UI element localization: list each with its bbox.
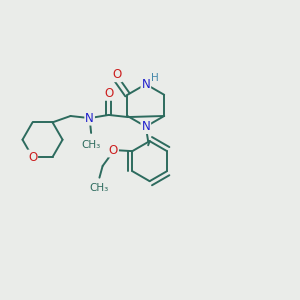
Text: O: O [109,144,118,157]
Text: N: N [85,112,94,124]
Text: N: N [141,120,150,133]
Text: O: O [28,151,37,164]
Text: CH₃: CH₃ [82,140,101,150]
Text: H: H [152,73,159,83]
Text: N: N [141,78,150,91]
Text: O: O [112,68,122,81]
Text: CH₃: CH₃ [90,183,109,193]
Text: O: O [104,87,113,100]
